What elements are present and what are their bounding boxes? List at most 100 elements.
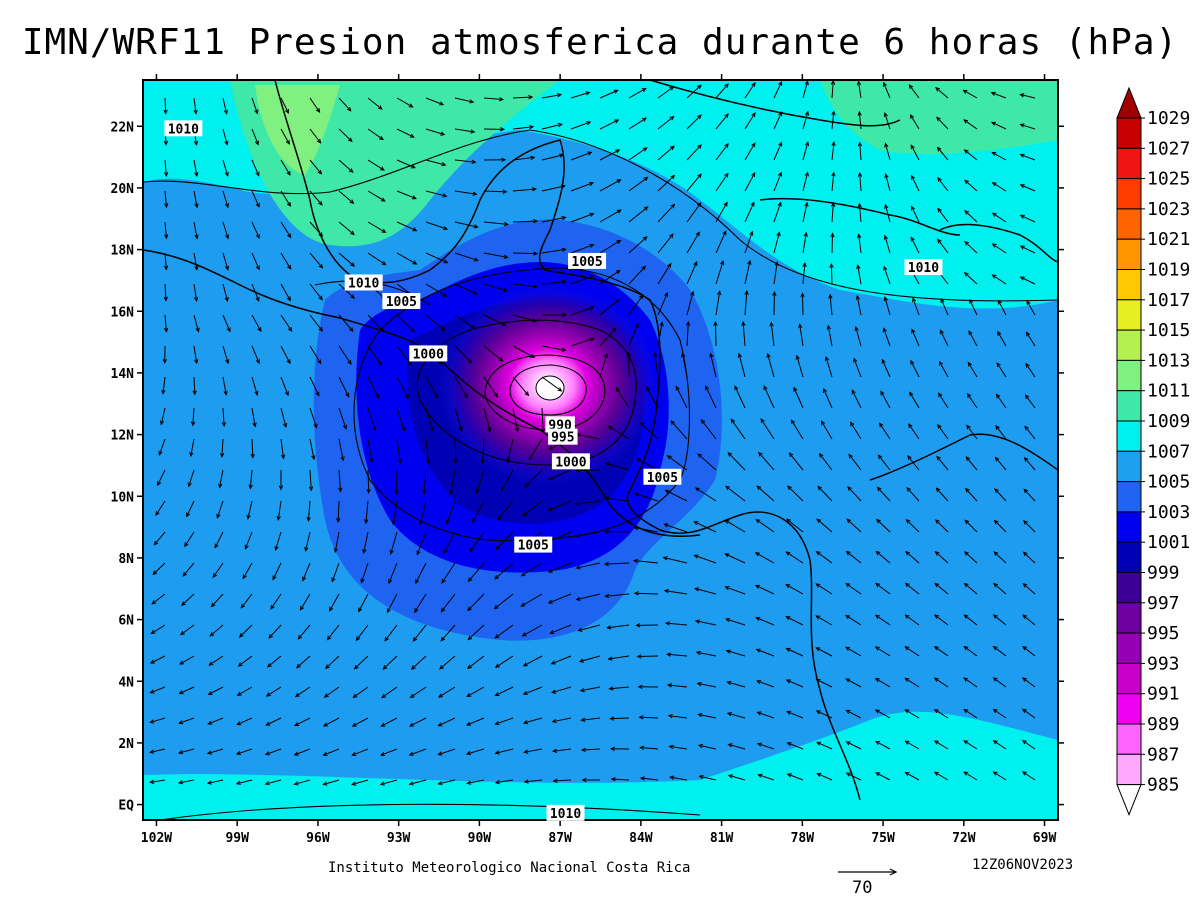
wind-vector-head <box>412 260 418 265</box>
wind-vector-head <box>804 80 809 86</box>
wind-vector <box>439 655 456 670</box>
wind-vector <box>570 275 594 285</box>
wind-vector-head <box>467 577 473 583</box>
wind-vector <box>884 235 891 254</box>
wind-vector <box>884 112 891 130</box>
wind-vector-head <box>883 296 888 302</box>
wind-vector <box>773 262 778 285</box>
wind-vector <box>992 182 1007 192</box>
wind-vector <box>1025 394 1036 409</box>
wind-vector-head <box>933 771 939 776</box>
wind-vector <box>964 519 978 533</box>
colorbar-swatch <box>1116 420 1142 452</box>
wind-vector-head <box>422 489 427 496</box>
wind-vector <box>338 283 355 299</box>
wind-vector <box>338 97 352 112</box>
wind-vector-head <box>575 501 581 506</box>
wind-vector <box>934 677 949 688</box>
wind-vector-head <box>494 779 500 785</box>
wind-vector <box>1020 214 1036 223</box>
wind-vector <box>541 216 566 223</box>
wind-vector-head <box>609 746 615 752</box>
wind-vector <box>728 774 746 781</box>
wind-vector-head <box>877 454 883 460</box>
wind-vector-head <box>326 635 332 641</box>
wind-vector-head <box>240 603 246 609</box>
wind-vector-head <box>547 568 553 573</box>
wind-vector <box>939 361 949 378</box>
wind-vector-head <box>514 427 520 433</box>
wind-vector <box>697 682 717 688</box>
wind-vector-head <box>264 751 270 756</box>
wind-vector-head <box>270 604 275 610</box>
wind-vector <box>270 593 282 610</box>
wind-vector-head <box>284 391 289 397</box>
wind-vector <box>1022 614 1036 626</box>
wind-vector <box>657 116 674 130</box>
wind-vector <box>695 588 717 595</box>
wind-vector <box>186 500 195 517</box>
wind-vector-head <box>663 588 669 594</box>
wind-vector-head <box>163 140 169 146</box>
wind-vector <box>905 677 920 688</box>
wind-vector-head <box>883 234 888 240</box>
isobar-1010-south <box>159 803 701 820</box>
lat-label: 22N <box>111 120 135 135</box>
wind-vector <box>755 519 775 533</box>
wind-vector <box>410 686 427 698</box>
wind-vector-head <box>408 781 414 786</box>
wind-vector-head <box>551 718 557 724</box>
wind-vector-head <box>336 518 341 524</box>
wind-vector-head <box>793 386 798 392</box>
wind-vector-head <box>410 327 416 333</box>
wind-vector <box>570 244 594 254</box>
wind-vector-head <box>575 565 581 570</box>
wind-vector-head <box>408 722 414 727</box>
wind-vector <box>935 519 949 533</box>
wind-vector-head <box>375 393 380 400</box>
wind-vector-head <box>845 614 851 620</box>
wind-vector-head <box>589 212 595 217</box>
footer-credit: Instituto Meteorologico Nacional Costa R… <box>328 860 691 876</box>
wind-vector <box>969 299 978 316</box>
colorbar-swatch <box>1116 511 1142 543</box>
wind-vector <box>236 748 253 755</box>
wind-vector-head <box>911 328 916 334</box>
wind-vector-head <box>350 230 355 236</box>
colorbar-swatch <box>1116 269 1142 301</box>
wind-vector-head <box>434 393 439 399</box>
wind-vector-head <box>670 420 676 425</box>
lon-label: 102W <box>141 831 172 846</box>
wind-vector <box>483 345 504 362</box>
wind-vector-head <box>581 777 587 783</box>
isobar-label: 1010 <box>168 122 199 137</box>
lat-label: 2N <box>118 737 134 752</box>
wind-vector <box>993 740 1007 750</box>
wind-vector-head <box>884 173 889 179</box>
wind-vector <box>309 97 320 113</box>
wind-vector-head <box>418 520 424 526</box>
wind-vector-head <box>804 110 810 116</box>
wind-vector <box>599 239 621 254</box>
wind-vector-head <box>494 720 500 726</box>
wind-vector-head <box>244 544 249 550</box>
wind-vector-head <box>992 614 998 619</box>
wind-vector <box>817 486 833 502</box>
wind-vector <box>236 779 253 785</box>
wind-vector <box>831 203 834 223</box>
reference-vector-value: 70 <box>852 878 873 898</box>
wind-vector <box>883 328 891 347</box>
wind-vector <box>541 345 566 351</box>
wind-vector <box>390 531 398 554</box>
wind-vector <box>875 646 891 657</box>
wind-vector <box>367 376 380 399</box>
wind-vector <box>1022 708 1036 719</box>
wind-vector <box>222 345 229 364</box>
wind-vector <box>846 741 862 750</box>
wind-vector <box>734 385 746 409</box>
wind-vector <box>876 519 891 533</box>
isobar-label: 1010 <box>908 261 939 276</box>
wind-vector <box>993 771 1007 781</box>
colorbar-label: 993 <box>1147 653 1180 674</box>
wind-vector <box>178 779 195 784</box>
